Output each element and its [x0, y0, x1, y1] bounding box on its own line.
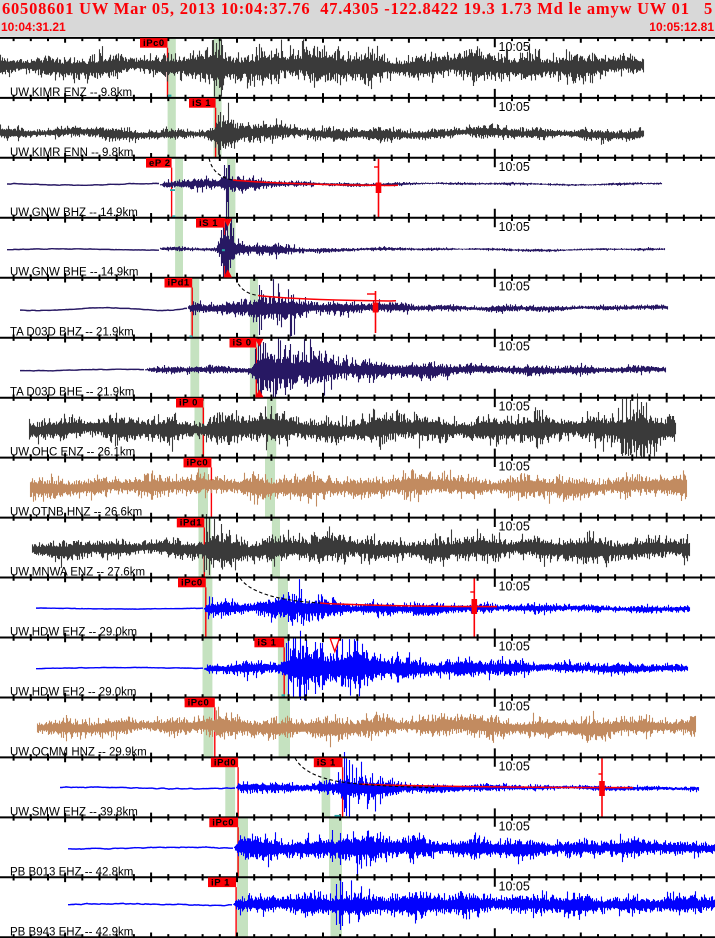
svg-text:10:05: 10:05 — [499, 819, 530, 833]
svg-text:iS 1: iS 1 — [199, 218, 218, 229]
svg-text:UW,KIMR ENN -- 9.8km: UW,KIMR ENN -- 9.8km — [10, 147, 133, 159]
svg-text:iP 1: iP 1 — [211, 877, 230, 888]
svg-text:10:05: 10:05 — [499, 400, 530, 414]
svg-text:UW,OHC ENZ -- 26.1km: UW,OHC ENZ -- 26.1km — [10, 447, 135, 459]
svg-text:iPc0: iPc0 — [188, 698, 210, 709]
svg-text:10:05: 10:05 — [499, 700, 530, 714]
svg-text:10:05: 10:05 — [499, 100, 530, 114]
svg-text:10:05: 10:05 — [499, 220, 530, 234]
svg-text:PB B943 EHZ -- 42.9km: PB B943 EHZ -- 42.9km — [10, 926, 133, 938]
svg-text:iPd1: iPd1 — [180, 518, 202, 529]
svg-text:iPc0: iPc0 — [143, 38, 165, 49]
svg-text:iS 1: iS 1 — [257, 638, 276, 649]
svg-text:10:05: 10:05 — [499, 160, 530, 174]
svg-text:10:05: 10:05 — [499, 340, 530, 354]
svg-text:iPc0: iPc0 — [212, 817, 234, 828]
svg-text:10:05:12.81: 10:05:12.81 — [649, 20, 714, 34]
svg-text:eP 2: eP 2 — [149, 158, 171, 169]
svg-text:10:05: 10:05 — [499, 520, 530, 534]
svg-text:UW,GNW BHE -- 14.9km: UW,GNW BHE -- 14.9km — [10, 267, 138, 279]
svg-text:UW,HDW EHZ -- 29.0km: UW,HDW EHZ -- 29.0km — [10, 627, 137, 639]
svg-text:iS 1: iS 1 — [192, 98, 211, 109]
svg-text:UW,HDW EH2 -- 29.0km: UW,HDW EH2 -- 29.0km — [10, 687, 137, 699]
svg-text:iP 0: iP 0 — [179, 398, 198, 409]
svg-text:PB B013 EHZ -- 42.8km: PB B013 EHZ -- 42.8km — [10, 866, 133, 878]
svg-text:10:05: 10:05 — [499, 40, 530, 54]
svg-text:UW,SMW EHZ -- 39.8km: UW,SMW EHZ -- 39.8km — [10, 806, 138, 818]
svg-text:iS 1: iS 1 — [317, 757, 336, 768]
svg-text:iS 0: iS 0 — [233, 338, 252, 349]
svg-text:UW,MNWA ENZ -- 27.6km: UW,MNWA ENZ -- 27.6km — [10, 567, 145, 579]
svg-text:UW,GNW BHZ -- 14.9km: UW,GNW BHZ -- 14.9km — [10, 207, 138, 219]
svg-text:iPd1: iPd1 — [168, 278, 190, 289]
svg-text:10:04:31.21: 10:04:31.21 — [1, 20, 66, 34]
svg-text:TA D03D BHE -- 21.9km: TA D03D BHE -- 21.9km — [10, 387, 134, 399]
svg-text:60508601 UW Mar 05, 2013 10:04: 60508601 UW Mar 05, 2013 10:04:37.76 47.… — [2, 0, 690, 18]
svg-text:10:05: 10:05 — [499, 640, 530, 654]
svg-text:10:05: 10:05 — [499, 280, 530, 294]
svg-text:UW,QCMM HNZ -- 29.9km: UW,QCMM HNZ -- 29.9km — [10, 746, 147, 758]
svg-text:iPd0: iPd0 — [214, 757, 236, 768]
svg-text:10:05: 10:05 — [499, 580, 530, 594]
svg-text:iPc0: iPc0 — [181, 578, 203, 589]
svg-text:UW,QTNB HNZ -- 26.6km: UW,QTNB HNZ -- 26.6km — [10, 507, 142, 519]
svg-text:10:05: 10:05 — [499, 460, 530, 474]
svg-text:iPc0: iPc0 — [187, 458, 209, 469]
svg-text:UW,KIMR ENZ -- 9.8km: UW,KIMR ENZ -- 9.8km — [10, 87, 132, 99]
svg-text:TA D03D BHZ -- 21.9km: TA D03D BHZ -- 21.9km — [10, 327, 134, 339]
svg-text:5: 5 — [704, 0, 713, 18]
svg-text:10:05: 10:05 — [499, 759, 530, 773]
svg-text:10:05: 10:05 — [499, 879, 530, 893]
